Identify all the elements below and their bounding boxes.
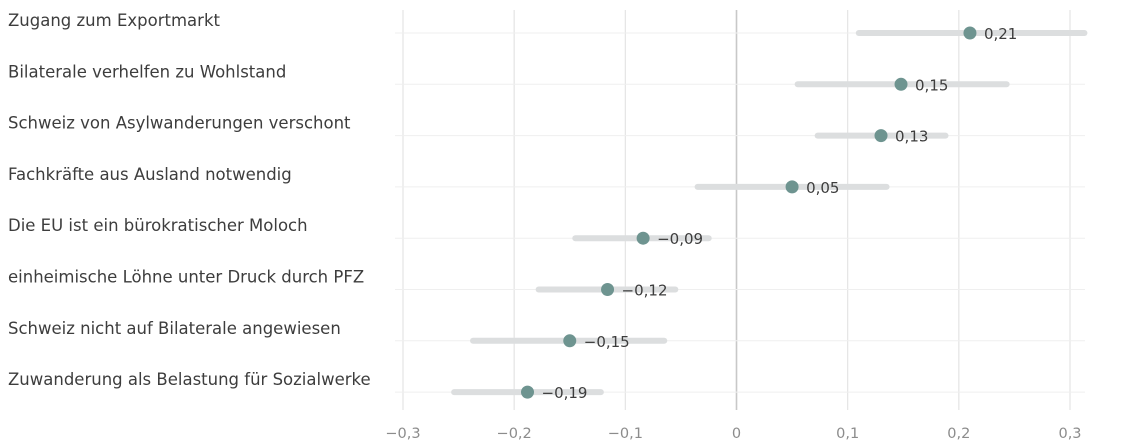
category-label: Die EU ist ein bürokratischer Moloch <box>8 216 308 235</box>
value-label: −0,09 <box>657 230 703 248</box>
value-label: 0,21 <box>984 25 1017 43</box>
estimate-dot <box>601 283 615 296</box>
category-label: Fachkräfte aus Ausland notwendig <box>8 165 292 184</box>
value-label: −0,15 <box>584 333 630 351</box>
x-tick-label: −0,2 <box>497 426 532 442</box>
estimate-dot <box>521 385 535 399</box>
value-label: 0,13 <box>895 128 928 146</box>
x-tick-label: 0,1 <box>836 426 859 442</box>
x-tick-label: −0,3 <box>385 426 420 442</box>
category-label: Zuwanderung als Belastung für Sozialwerk… <box>8 370 371 389</box>
x-tick-label: −0,1 <box>608 426 643 442</box>
category-label: einheimische Löhne unter Druck durch PFZ <box>8 268 364 287</box>
value-label: 0,15 <box>915 76 948 94</box>
category-label: Zugang zum Exportmarkt <box>8 11 220 30</box>
category-label: Schweiz von Asylwanderungen verschont <box>8 114 351 133</box>
estimate-dot <box>636 231 650 245</box>
dot-layer <box>521 26 977 399</box>
value-label: 0,05 <box>806 179 839 197</box>
label-layer: −0,3 −0,2 −0,1 0 0,1 0,2 0,3 Zugang zum Exportm… <box>8 11 1082 442</box>
value-label: −0,19 <box>542 384 588 402</box>
estimate-dot <box>874 129 888 143</box>
category-label: Schweiz nicht auf Bilaterale angewiesen <box>8 319 341 338</box>
x-tick-label: 0,3 <box>1058 426 1081 442</box>
value-label: −0,12 <box>622 282 668 300</box>
category-label: Bilaterale verhelfen zu Wohlstand <box>8 62 286 81</box>
x-tick-label: 0 <box>732 426 741 442</box>
grid-layer <box>395 10 1085 410</box>
estimate-dot <box>963 26 977 40</box>
estimate-dot <box>563 334 577 348</box>
interval-layer <box>451 30 1088 396</box>
estimate-dot <box>785 180 799 194</box>
estimate-dot <box>894 77 908 91</box>
x-tick-label: 0,2 <box>947 426 970 442</box>
